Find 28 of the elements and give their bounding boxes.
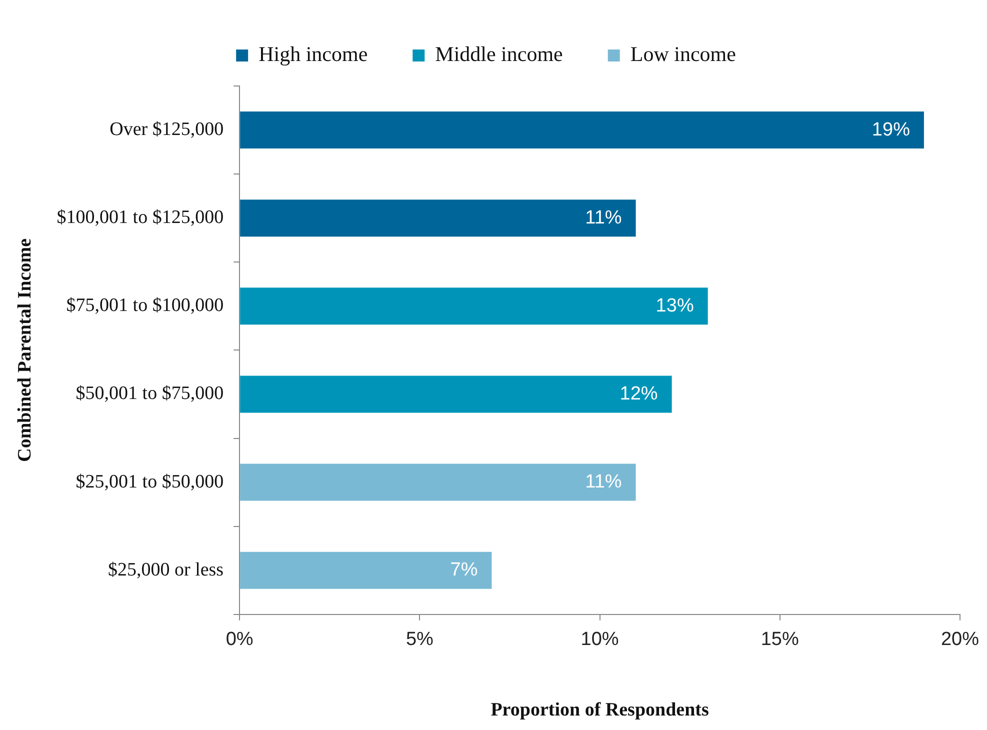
x-tick-label: 10%: [580, 629, 619, 650]
data-label: 11%: [585, 472, 622, 493]
bar: [240, 200, 636, 237]
bar: [240, 112, 924, 149]
x-tick-label: 20%: [940, 629, 980, 650]
data-label: 11%: [585, 207, 622, 228]
data-label: 7%: [450, 560, 478, 581]
y-axis-title: Combined Parental Income: [14, 238, 36, 462]
y-tick-label: $75,001 to $100,000: [66, 295, 224, 316]
data-label: 19%: [872, 119, 910, 140]
data-label: 13%: [656, 295, 694, 316]
x-axis-title: Proportion of Respondents: [490, 700, 709, 721]
y-tick-label: $25,000 or less: [108, 559, 224, 580]
bar: [240, 288, 708, 325]
y-tick-label: $25,001 to $50,000: [76, 471, 224, 492]
legend-label: Low income: [630, 42, 736, 66]
bar: [240, 552, 492, 589]
x-tick-label: 5%: [406, 629, 434, 650]
legend-label: Middle income: [435, 42, 563, 66]
y-tick-label: $100,001 to $125,000: [56, 207, 224, 228]
y-tick-label: $50,001 to $75,000: [76, 383, 224, 404]
legend-label: High income: [258, 42, 368, 66]
y-tick-label: Over $125,000: [110, 119, 224, 140]
bar: [240, 464, 636, 501]
x-tick-label: 0%: [226, 629, 254, 650]
data-label: 12%: [620, 383, 658, 404]
bar: [240, 376, 672, 413]
x-tick-label: 15%: [760, 629, 799, 650]
